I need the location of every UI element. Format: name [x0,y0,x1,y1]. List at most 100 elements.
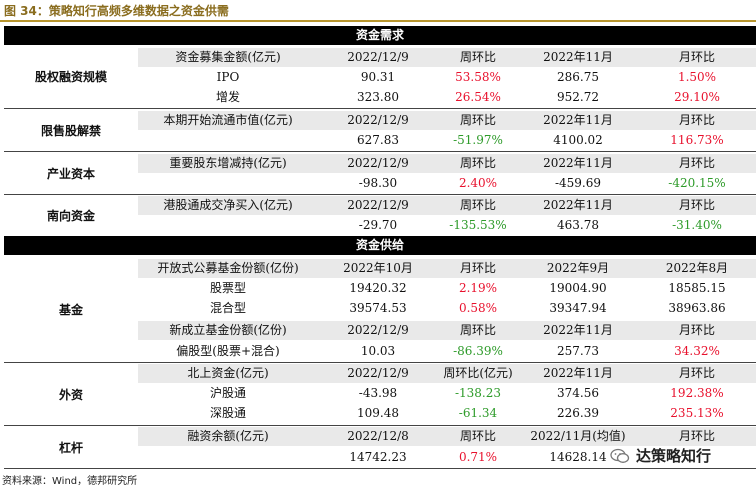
table-row: 14742.23 0.71% 14628.14 [138,448,756,467]
cell-change: 周环比 [459,323,496,337]
table-row: 本期开始流通市值(亿元) 2022/12/9 周环比 2022年11月 月环比 [138,111,756,130]
cell-change: 1.50% [677,70,717,84]
figure-title: 图 34：策略知行高频多维数据之资金供需 [4,4,229,18]
cell-change: 月环比 [678,113,715,127]
group-label-leverage: 杠杆 [58,440,83,455]
table-row: 重要股东增减持(亿元) 2022/12/9 周环比 2022年11月 月环比 [138,154,756,173]
cell-value: 627.83 [357,133,399,147]
section-header-demand: 资金需求 [4,26,756,45]
cell-value: 2022年11月 [543,156,613,170]
cell-label: 混合型 [209,301,246,315]
cell-change: 月环比 [678,198,715,212]
top-rule [0,20,756,22]
cell-change: 34.32% [674,344,720,358]
cell-value: 257.73 [557,344,599,358]
cell-change: 0.71% [458,450,498,464]
cell-value: 286.75 [557,70,599,84]
cell-change: 月环比 [459,261,496,275]
watermark: 达策略知行 [610,445,711,466]
cell-value: 2022年10月 [343,261,413,275]
source-note: 资料来源：Wind，德邦研究所 [2,476,138,487]
cell-change: 周环比 [459,113,496,127]
cell-label: 新成立基金份额(亿份) [169,323,287,337]
cell-change: 26.54% [455,90,501,104]
cell-change: -86.39% [453,344,503,358]
cell-value: 14628.14 [549,450,607,464]
table-row: IPO 90.31 53.58% 286.75 1.50% [138,68,756,87]
cell-label: 北上资金(亿元) [187,366,269,380]
cell-value: 90.31 [360,70,396,84]
cell-value: 2022/12/9 [347,50,409,64]
table-row: -98.30 2.40% -459.69 -420.15% [138,174,756,193]
table-row: 627.83 -51.97% 4100.02 116.73% [138,131,756,150]
group-divider [4,362,756,363]
group-label-foreign: 外资 [58,387,83,402]
cell-change: 116.73% [670,133,724,147]
cell-value: 952.72 [557,90,599,104]
cell-value: 4100.02 [553,133,603,147]
cell-value: 38963.86 [668,301,726,315]
cell-change: 周环比(亿元) [443,366,513,380]
cell-change: 周环比 [459,198,496,212]
table-row: 深股通 109.48 -61.34 226.39 235.13% [138,404,756,423]
cell-value: 10.03 [360,344,396,358]
cell-value: 2022年9月 [546,261,610,275]
cell-label: 重要股东增减持(亿元) [169,156,287,170]
cell-change: 月环比 [678,323,715,337]
table-row: 混合型 39574.53 0.58% 39347.94 38963.86 [138,299,756,318]
wechat-icon [610,448,630,463]
cell-label: 深股通 [209,406,246,420]
cell-label: 增发 [215,90,240,104]
cell-value: 2022/12/9 [347,198,409,212]
cell-value: 2022/12/8 [347,429,409,443]
cell-value: 19004.90 [549,281,607,295]
watermark-text: 达策略知行 [636,447,712,465]
cell-change: 29.10% [674,90,720,104]
cell-label: 港股通成交净买入(亿元) [163,198,293,212]
group-divider [4,108,756,109]
table-row: 北上资金(亿元) 2022/12/9 周环比(亿元) 2022年11月 月环比 [138,364,756,383]
group-label-restricted-unlock: 限售股解禁 [40,123,101,138]
cell-change: -31.40% [672,218,722,232]
cell-change: 周环比 [459,156,496,170]
table-row: 资金募集金额(亿元) 2022/12/9 周环比 2022年11月 月环比 [138,48,756,67]
table-row: 增发 323.80 26.54% 952.72 29.10% [138,88,756,107]
cell-value: 2022/11月(均值) [530,429,626,443]
cell-change: 周环比 [459,50,496,64]
cell-change: 0.58% [458,301,498,315]
cell-change: 192.38% [670,386,724,400]
cell-value: 2022/12/9 [347,323,409,337]
cell-value: 374.56 [557,386,599,400]
cell-label: IPO [216,70,240,84]
cell-value: -98.30 [358,176,398,190]
cell-value: 39347.94 [549,301,607,315]
cell-value: 14742.23 [349,450,407,464]
cell-value: 226.39 [557,406,599,420]
cell-label [138,131,318,150]
table-row: 港股通成交净买入(亿元) 2022/12/9 周环比 2022年11月 月环比 [138,196,756,215]
table-row: 股票型 19420.32 2.19% 19004.90 18585.15 [138,279,756,298]
cell-value: 2022/12/9 [347,366,409,380]
cell-value: 2022/12/9 [347,113,409,127]
cell-label: 融资余额(亿元) [187,429,269,443]
cell-change: 2.40% [458,176,498,190]
cell-value: -459.69 [554,176,602,190]
cell-change: 月环比 [678,429,715,443]
cell-value: 19420.32 [349,281,407,295]
cell-value: 2022/12/9 [347,156,409,170]
cell-label: 偏股型(股票+混合) [176,344,280,358]
cell-value: 109.48 [357,406,399,420]
cell-value: 39574.53 [349,301,407,315]
cell-label [138,174,318,193]
cell-change: -135.53% [449,218,507,232]
group-label-southbound: 南向资金 [46,208,95,223]
cell-value: -29.70 [358,218,398,232]
cell-label: 沪股通 [209,386,246,400]
cell-value: 2022年11月 [543,323,613,337]
group-label-equity-financing: 股权融资规模 [34,70,107,84]
cell-change: 235.13% [670,406,724,420]
table-row: 融资余额(亿元) 2022/12/8 周环比 2022/11月(均值) 月环比 [138,427,756,446]
cell-label: 股票型 [209,281,246,295]
cell-change: 月环比 [678,50,715,64]
table-row: 开放式公募基金份额(亿份) 2022年10月 月环比 2022年9月 2022年… [138,259,756,278]
